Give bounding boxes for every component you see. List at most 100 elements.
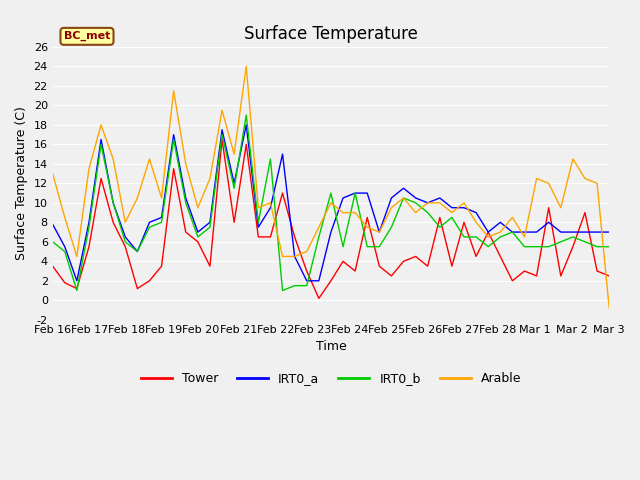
IRT0_b <box>509 229 516 235</box>
Tower <box>206 264 214 269</box>
IRT0_a <box>206 219 214 225</box>
IRT0_b <box>521 244 529 250</box>
IRT0_b <box>545 244 552 250</box>
Tower <box>593 268 601 274</box>
X-axis label: Time: Time <box>316 340 346 353</box>
IRT0_a <box>134 249 141 254</box>
IRT0_b <box>122 239 129 245</box>
IRT0_a <box>412 195 419 201</box>
Tower <box>436 215 444 220</box>
Arable <box>424 200 431 206</box>
Tower <box>339 258 347 264</box>
Arable <box>194 205 202 211</box>
IRT0_a <box>424 200 431 206</box>
IRT0_b <box>182 200 189 206</box>
Arable <box>388 205 396 211</box>
IRT0_a <box>146 219 154 225</box>
IRT0_b <box>267 156 275 162</box>
IRT0_b <box>315 234 323 240</box>
IRT0_a <box>569 229 577 235</box>
Tower <box>581 210 589 216</box>
Arable <box>581 176 589 181</box>
IRT0_b <box>569 234 577 240</box>
IRT0_b <box>376 244 383 250</box>
Tower <box>327 278 335 284</box>
Tower <box>497 253 504 259</box>
Arable <box>73 253 81 259</box>
IRT0_b <box>581 239 589 245</box>
IRT0_a <box>521 229 529 235</box>
IRT0_a <box>557 229 564 235</box>
Arable <box>146 156 154 162</box>
IRT0_b <box>497 234 504 240</box>
Arable <box>436 200 444 206</box>
Arable <box>460 200 468 206</box>
IRT0_a <box>339 195 347 201</box>
IRT0_a <box>327 229 335 235</box>
IRT0_b <box>436 224 444 230</box>
IRT0_b <box>61 249 68 254</box>
Tower <box>194 239 202 245</box>
IRT0_b <box>49 239 56 245</box>
Line: IRT0_a: IRT0_a <box>52 125 609 281</box>
IRT0_b <box>243 112 250 118</box>
Arable <box>532 176 540 181</box>
IRT0_b <box>170 137 177 143</box>
IRT0_a <box>194 229 202 235</box>
Arable <box>61 215 68 220</box>
IRT0_b <box>424 210 431 216</box>
IRT0_a <box>388 195 396 201</box>
Arable <box>134 195 141 201</box>
IRT0_b <box>230 185 238 191</box>
IRT0_b <box>218 132 226 137</box>
IRT0_a <box>581 229 589 235</box>
IRT0_b <box>448 215 456 220</box>
Tower <box>448 264 456 269</box>
IRT0_a <box>315 278 323 284</box>
Tower <box>243 142 250 147</box>
IRT0_b <box>327 190 335 196</box>
Arable <box>472 219 480 225</box>
IRT0_b <box>460 234 468 240</box>
Tower <box>182 229 189 235</box>
Arable <box>521 234 529 240</box>
Tower <box>134 286 141 291</box>
Tower <box>472 253 480 259</box>
IRT0_a <box>218 127 226 132</box>
Arable <box>497 229 504 235</box>
Tower <box>532 273 540 279</box>
Arable <box>230 151 238 157</box>
Tower <box>218 137 226 143</box>
IRT0_a <box>267 205 275 211</box>
IRT0_a <box>605 229 613 235</box>
IRT0_a <box>399 185 407 191</box>
IRT0_a <box>484 229 492 235</box>
IRT0_a <box>364 190 371 196</box>
Arable <box>557 205 564 211</box>
Tower <box>509 278 516 284</box>
IRT0_a <box>497 219 504 225</box>
Arable <box>484 234 492 240</box>
Tower <box>73 286 81 291</box>
Arable <box>412 210 419 216</box>
IRT0_b <box>134 249 141 254</box>
IRT0_b <box>412 200 419 206</box>
IRT0_b <box>303 283 310 288</box>
Tower <box>460 219 468 225</box>
Tower <box>412 253 419 259</box>
IRT0_a <box>509 229 516 235</box>
Line: Tower: Tower <box>52 140 609 299</box>
IRT0_a <box>448 205 456 211</box>
IRT0_a <box>61 244 68 250</box>
Arable <box>291 253 298 259</box>
IRT0_b <box>85 224 93 230</box>
IRT0_a <box>593 229 601 235</box>
Tower <box>569 244 577 250</box>
IRT0_b <box>278 288 286 293</box>
Tower <box>424 264 431 269</box>
Tower <box>376 264 383 269</box>
Arable <box>170 88 177 94</box>
IRT0_a <box>73 278 81 284</box>
Tower <box>170 166 177 172</box>
IRT0_b <box>73 288 81 293</box>
